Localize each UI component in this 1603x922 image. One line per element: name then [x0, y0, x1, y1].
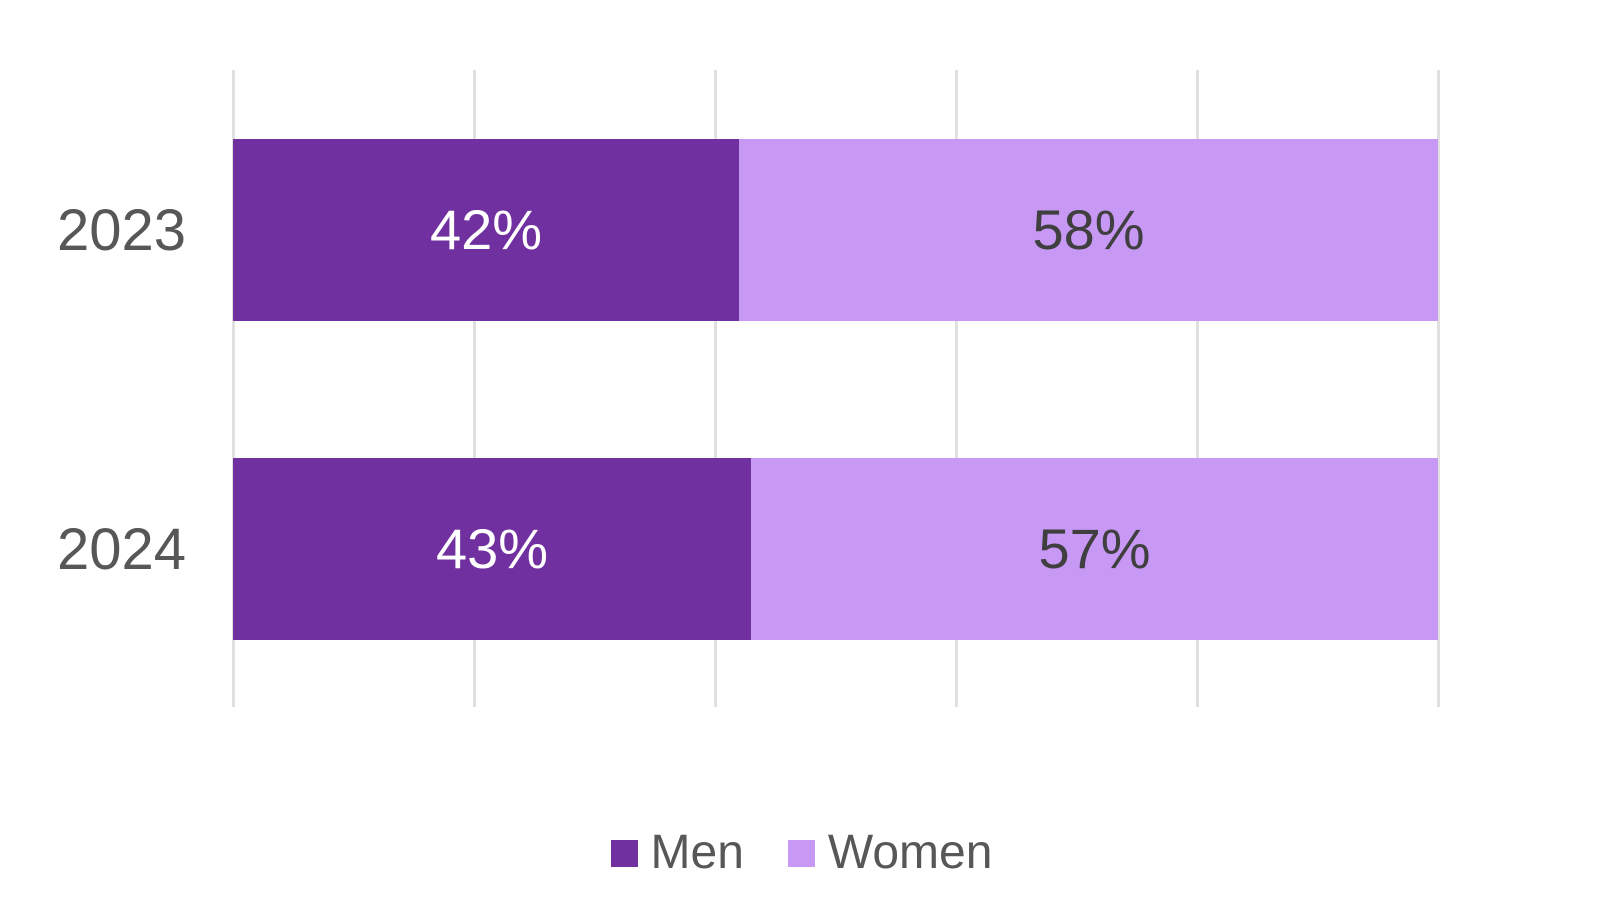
- plot-area: 42% 58% 43% 57%: [231, 70, 1440, 707]
- legend-swatch-women-icon: [787, 839, 815, 867]
- gridline-100: [1436, 70, 1440, 707]
- data-label-men-2024: 43%: [436, 517, 549, 580]
- bar-row-2024: 43% 57%: [233, 458, 1438, 640]
- bar-segment-men-2024: 43%: [233, 458, 752, 640]
- bar-segment-men-2023: 42%: [233, 139, 740, 321]
- bar-segment-women-2024: 57%: [751, 458, 1438, 640]
- gridline-20: [472, 70, 476, 707]
- legend-item-men: Men: [610, 826, 744, 879]
- legend-label-men: Men: [650, 826, 744, 879]
- gridline-0: [231, 70, 235, 707]
- category-label-2023: 2023: [56, 197, 186, 263]
- legend-swatch-men-icon: [610, 839, 638, 867]
- legend-label-women: Women: [827, 826, 993, 879]
- gridline-40: [713, 70, 717, 707]
- legend-item-women: Women: [787, 826, 993, 879]
- legend: Men Women: [0, 818, 1603, 888]
- bar-segment-women-2023: 58%: [739, 139, 1438, 321]
- gridline-60: [954, 70, 958, 707]
- data-label-men-2023: 42%: [430, 198, 543, 261]
- data-label-women-2024: 57%: [1038, 517, 1151, 580]
- category-label-2024: 2024: [56, 516, 186, 582]
- gridline-80: [1195, 70, 1199, 707]
- data-label-women-2023: 58%: [1032, 198, 1145, 261]
- bar-row-2023: 42% 58%: [233, 139, 1438, 321]
